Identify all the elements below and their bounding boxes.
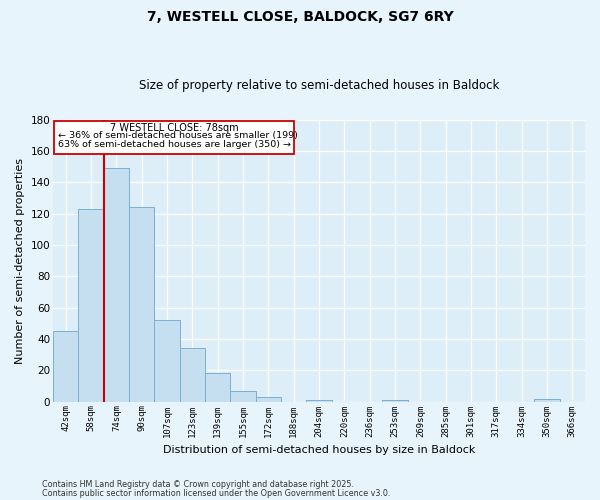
Bar [307,400,332,402]
Bar [154,320,180,402]
Text: ← 36% of semi-detached houses are smaller (199): ← 36% of semi-detached houses are smalle… [58,132,298,140]
Bar [535,398,560,402]
Text: 7 WESTELL CLOSE: 78sqm: 7 WESTELL CLOSE: 78sqm [110,124,238,134]
Bar [129,208,154,402]
Y-axis label: Number of semi-detached properties: Number of semi-detached properties [15,158,25,364]
FancyBboxPatch shape [55,121,294,154]
Bar [382,400,407,402]
Bar [256,397,281,402]
Text: Contains public sector information licensed under the Open Government Licence v3: Contains public sector information licen… [42,490,391,498]
Text: Contains HM Land Registry data © Crown copyright and database right 2025.: Contains HM Land Registry data © Crown c… [42,480,354,489]
Bar [230,390,256,402]
Bar [180,348,205,402]
Bar [205,374,230,402]
Bar [53,331,79,402]
Bar [79,209,104,402]
X-axis label: Distribution of semi-detached houses by size in Baldock: Distribution of semi-detached houses by … [163,445,475,455]
Text: 7, WESTELL CLOSE, BALDOCK, SG7 6RY: 7, WESTELL CLOSE, BALDOCK, SG7 6RY [146,10,454,24]
Title: Size of property relative to semi-detached houses in Baldock: Size of property relative to semi-detach… [139,79,499,92]
Text: 63% of semi-detached houses are larger (350) →: 63% of semi-detached houses are larger (… [58,140,291,149]
Bar [104,168,129,402]
